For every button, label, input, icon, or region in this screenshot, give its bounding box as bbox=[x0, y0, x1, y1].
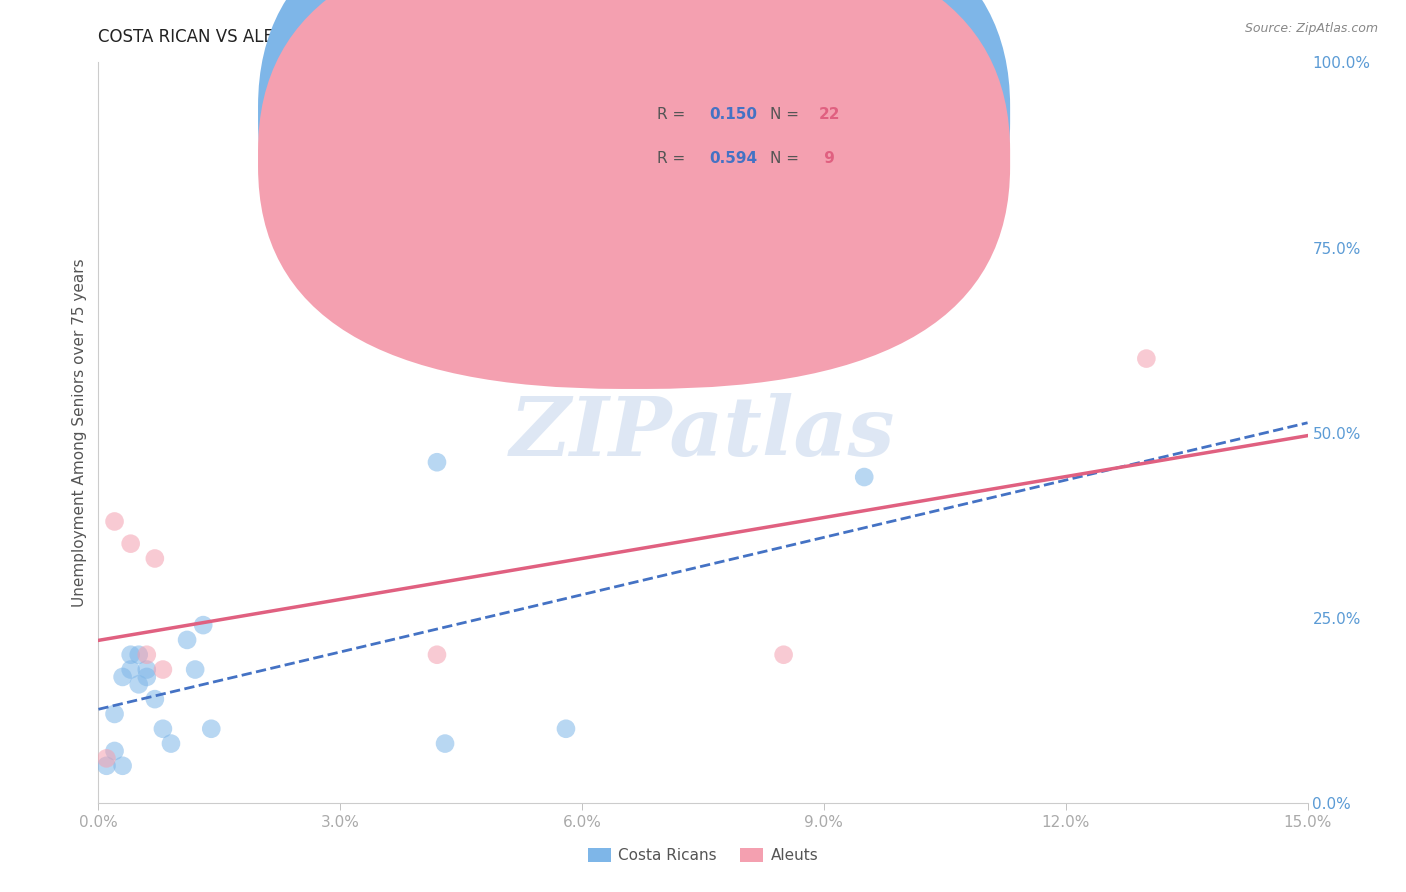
Point bbox=[200, 722, 222, 736]
Point bbox=[152, 663, 174, 677]
Point bbox=[128, 648, 150, 662]
Text: COSTA RICAN VS ALEUT UNEMPLOYMENT AMONG SENIORS OVER 75 YEARS CORRELATION CHART: COSTA RICAN VS ALEUT UNEMPLOYMENT AMONG … bbox=[98, 28, 910, 45]
Point bbox=[103, 744, 125, 758]
Point bbox=[120, 536, 142, 550]
Text: 22: 22 bbox=[820, 107, 841, 122]
Point bbox=[111, 670, 134, 684]
Text: R =: R = bbox=[657, 107, 690, 122]
Y-axis label: Unemployment Among Seniors over 75 years: Unemployment Among Seniors over 75 years bbox=[72, 259, 87, 607]
Point bbox=[135, 670, 157, 684]
Point bbox=[193, 618, 215, 632]
Point bbox=[103, 515, 125, 529]
Point bbox=[772, 648, 794, 662]
Point bbox=[160, 737, 183, 751]
FancyBboxPatch shape bbox=[259, 0, 1010, 389]
Point bbox=[434, 737, 457, 751]
Point bbox=[128, 677, 150, 691]
Text: N =: N = bbox=[769, 107, 803, 122]
Point bbox=[111, 758, 134, 772]
Point bbox=[184, 663, 207, 677]
Text: 0.150: 0.150 bbox=[709, 107, 756, 122]
Point bbox=[96, 758, 118, 772]
Point bbox=[135, 648, 157, 662]
FancyBboxPatch shape bbox=[595, 78, 921, 195]
Point bbox=[120, 663, 142, 677]
Point bbox=[135, 663, 157, 677]
Text: Source: ZipAtlas.com: Source: ZipAtlas.com bbox=[1244, 22, 1378, 36]
Point bbox=[426, 648, 449, 662]
Text: 0.594: 0.594 bbox=[709, 151, 758, 166]
Point bbox=[176, 632, 198, 647]
Text: R =: R = bbox=[657, 151, 690, 166]
Text: N =: N = bbox=[769, 151, 803, 166]
Point bbox=[426, 455, 449, 469]
Point bbox=[853, 470, 876, 484]
FancyBboxPatch shape bbox=[259, 0, 1010, 344]
Point bbox=[1135, 351, 1157, 366]
Point bbox=[120, 648, 142, 662]
Point bbox=[555, 722, 578, 736]
Point bbox=[103, 706, 125, 721]
Text: 9: 9 bbox=[820, 151, 835, 166]
Legend: Costa Ricans, Aleuts: Costa Ricans, Aleuts bbox=[582, 842, 824, 869]
Text: ZIPatlas: ZIPatlas bbox=[510, 392, 896, 473]
Point bbox=[96, 751, 118, 765]
Point bbox=[143, 692, 166, 706]
Point bbox=[152, 722, 174, 736]
Point bbox=[143, 551, 166, 566]
